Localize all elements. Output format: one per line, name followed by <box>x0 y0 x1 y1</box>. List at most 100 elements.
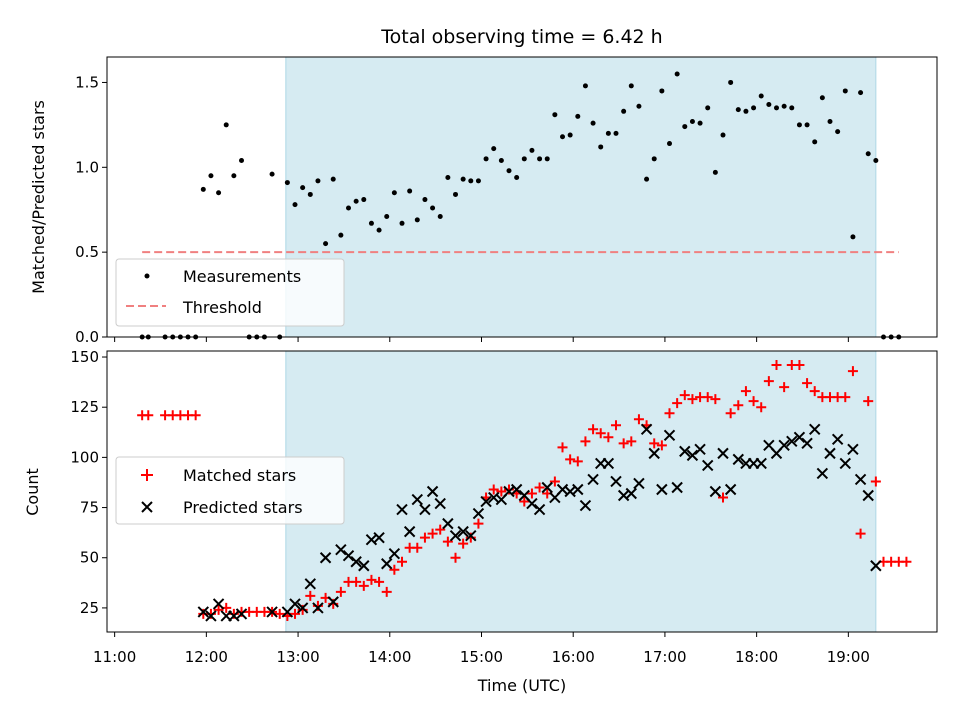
matched-stars-point <box>702 392 713 403</box>
measurements-point <box>705 105 711 111</box>
predicted-stars-point <box>724 483 737 496</box>
measurements-point <box>338 232 344 238</box>
measurements-point <box>544 156 550 162</box>
measurements-point <box>789 105 795 111</box>
predicted-stars-point <box>411 493 424 506</box>
legend-matched-label: Matched stars <box>183 466 296 485</box>
matched-stars-point <box>679 390 690 401</box>
matched-stars-point <box>718 492 729 503</box>
matched-stars-point <box>901 556 912 567</box>
predicted-stars-point <box>625 487 637 500</box>
measurements-point <box>567 132 573 138</box>
matched-stars-point <box>618 438 629 449</box>
measurements-point <box>368 220 374 226</box>
predicted-stars-point <box>426 485 439 498</box>
matched-stars-point <box>840 392 851 403</box>
predicted-stars-point <box>350 556 362 568</box>
matched-stars-point <box>725 408 736 419</box>
matched-stars-point <box>687 394 698 405</box>
matched-stars-point <box>335 586 346 597</box>
measurements-point <box>223 122 229 128</box>
predicted-stars-point <box>709 485 722 498</box>
bottom-plot-frame <box>106 350 938 633</box>
matched-stars-point <box>802 378 813 389</box>
measurements-point <box>208 173 214 179</box>
x-tick-label: 18:00 <box>735 648 778 666</box>
predicted-stars-point <box>212 598 225 610</box>
measurements-point <box>865 151 871 157</box>
legend-measurements-marker <box>144 273 150 279</box>
matched-stars-point <box>748 396 759 407</box>
legend-matched-marker <box>141 469 153 481</box>
predicted-stars-point <box>205 610 217 622</box>
matched-stars-point <box>190 410 201 421</box>
measurements-point <box>353 198 359 204</box>
measurements-point <box>498 158 504 164</box>
bottom-legend: Matched stars Predicted stars <box>115 456 345 525</box>
bottom-y-tick-label: 50 <box>80 549 99 567</box>
predicted-stars-point <box>816 467 829 480</box>
measurements-point <box>552 112 558 118</box>
measurements-point <box>835 129 841 135</box>
matched-stars-point <box>366 574 377 585</box>
predicted-stars-point <box>480 495 492 508</box>
predicted-stars-point <box>640 423 653 435</box>
matched-stars-point <box>442 536 453 547</box>
matched-stars-point <box>611 420 622 431</box>
measurements-point <box>751 105 757 111</box>
measurements-point <box>628 83 634 89</box>
matched-stars-point <box>603 432 614 443</box>
measurements-point <box>514 174 520 180</box>
predicted-stars-point <box>587 473 599 486</box>
predicted-stars-point <box>679 445 691 458</box>
predicted-stars-point <box>457 525 469 538</box>
measurements-point <box>781 103 787 109</box>
measurements-point <box>735 107 741 113</box>
matched-stars-point <box>626 436 637 447</box>
bottom-y-tick-label: 100 <box>70 448 99 466</box>
matched-stars-point <box>450 552 461 563</box>
matched-stars-point <box>870 476 881 487</box>
x-tick-label: 11:00 <box>93 648 136 666</box>
top-y-tick-label: 1.0 <box>75 158 99 176</box>
legend-predicted-label: Predicted stars <box>183 498 303 517</box>
matched-stars-point <box>305 590 316 601</box>
predicted-stars-point <box>793 431 806 444</box>
matched-stars-point <box>381 586 392 597</box>
predicted-stars-point <box>663 429 676 442</box>
predicted-stars-point <box>541 481 553 494</box>
predicted-stars-point <box>319 552 332 564</box>
measurements-point <box>743 108 749 114</box>
predicted-stars-point <box>572 483 584 496</box>
predicted-stars-point <box>702 459 714 472</box>
matched-stars-point <box>213 604 224 615</box>
measurements-point <box>819 95 825 101</box>
matched-stars-point <box>473 518 484 529</box>
bottom-y-tick-label: 25 <box>80 599 99 617</box>
measurements-point <box>758 93 764 99</box>
predicted-stars-point <box>289 598 301 610</box>
matched-stars-point <box>733 400 744 411</box>
predicted-stars-point <box>449 529 462 542</box>
legend-threshold-label: Threshold <box>182 298 262 317</box>
predicted-stars-point <box>235 608 248 620</box>
measurements-point <box>391 190 397 196</box>
predicted-stars-point <box>847 443 859 456</box>
matched-stars-point <box>756 402 767 413</box>
measurements-point <box>728 79 734 85</box>
matched-stars-point <box>672 398 683 409</box>
predicted-stars-point <box>335 543 347 556</box>
predicted-stars-point <box>381 558 393 570</box>
matched-stars-point <box>863 396 874 407</box>
measurements-point <box>774 105 780 111</box>
top-y-tick-label: 0.5 <box>75 243 99 261</box>
predicted-stars-point <box>197 606 210 618</box>
matched-stars-point <box>572 456 583 467</box>
measurements-point <box>376 227 382 233</box>
matched-stars-point <box>274 608 285 619</box>
matched-stars-point <box>557 442 568 453</box>
bottom-y-tick-label: 75 <box>80 499 99 517</box>
measurements-point <box>605 130 611 136</box>
measurements-point <box>712 169 718 175</box>
measurements-point <box>659 88 665 94</box>
